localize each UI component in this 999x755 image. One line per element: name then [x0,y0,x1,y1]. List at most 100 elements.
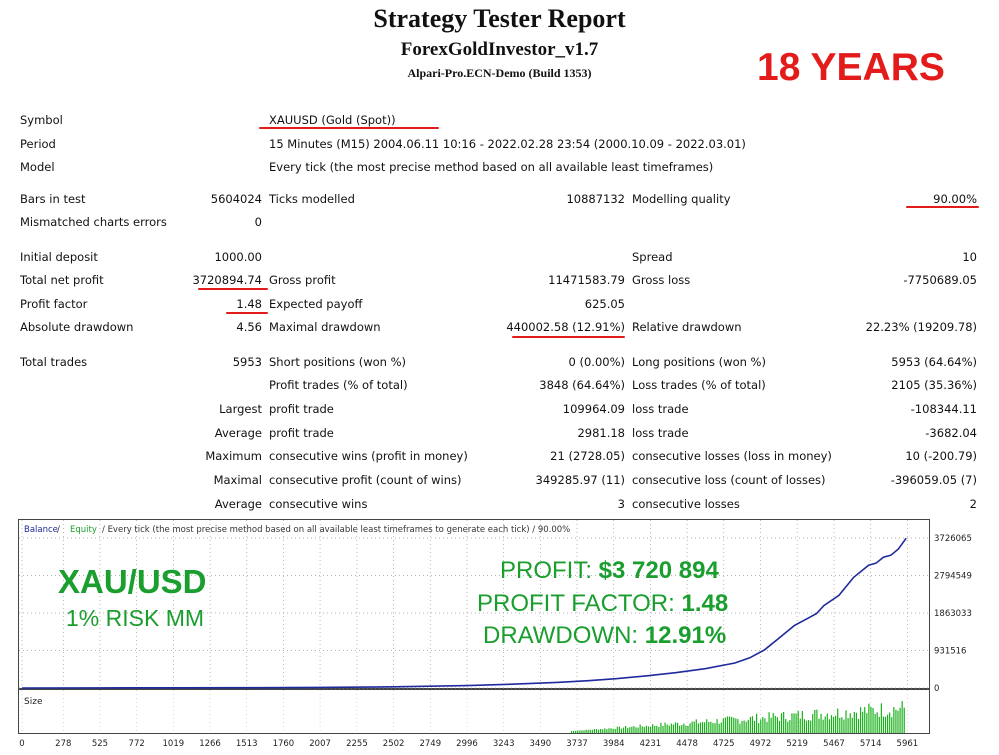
symbol-label: Symbol [20,113,63,127]
x-tick-label: 2996 [456,739,478,749]
size-label: Size [24,697,43,707]
x-tick-label: 3984 [603,739,625,749]
mq-label: Modelling quality [632,192,731,206]
mcw-value: 21 (2728.05) [550,449,625,463]
y-tick-label: 1863033 [934,609,972,619]
mq-value: 90.00% [933,192,977,206]
ep-value: 625.05 [584,297,625,311]
md-value: 440002.58 (12.91%) [506,320,625,334]
gp-value: 11471583.79 [548,273,625,287]
caption-rest: / Every tick (the most precise method ba… [102,525,570,535]
gl-label: Gross loss [632,273,691,287]
caption-balance: Balance [24,525,58,535]
model-value: Every tick (the most precise method base… [269,160,714,174]
deposit-value: 1000.00 [214,250,262,264]
x-tick-label: 1760 [273,739,295,749]
mcp-label: consecutive profit (count of wins) [269,473,462,487]
x-tick-label: 0 [19,739,24,749]
overlay-pf-label: PROFIT FACTOR: [477,590,682,617]
overlay-dd-label: DRAWDOWN: [483,622,645,649]
lpt-value: 109964.09 [562,402,625,416]
report-subtitle: ForexGoldInvestor_v1.7 [400,39,599,60]
overlay-dd-value: 12.91% [644,622,727,649]
mismatch-label: Mismatched charts errors [20,215,167,229]
gp-label: Gross profit [269,273,336,287]
x-tick-label: 5961 [897,739,919,749]
x-tick-label: 1019 [163,739,185,749]
tt-label: Total trades [20,355,88,369]
y-tick-label: 2794549 [934,572,972,582]
rd-label: Relative drawdown [632,320,742,334]
ad-value: 4.56 [236,320,262,334]
alt-value: -3682.04 [925,426,977,440]
largest-label: Largest [219,402,262,416]
lp-label: Long positions (won %) [632,355,766,369]
acw-value: 3 [617,497,625,511]
size-frame [18,689,930,734]
md-label: Maximal drawdown [269,320,381,334]
x-tick-label: 4725 [713,739,735,749]
pf-underline [226,312,268,314]
overlay-pf-value: 1.48 [681,590,729,617]
balance-chart: Balance / Equity / Every tick (the most … [18,519,972,749]
lpt-label: profit trade [269,402,334,416]
x-tick-label: 2255 [346,739,368,749]
x-tick-label: 1513 [236,739,258,749]
x-tick-label: 2007 [309,739,331,749]
alt-label: loss trade [632,426,689,440]
pt-value: 3848 (64.64%) [539,378,625,392]
overlay-profit-value: $3 720 894 [598,557,719,584]
pf-label: Profit factor [20,297,88,311]
tnp-value: 3720894.74 [192,273,262,287]
llt-value: -108344.11 [910,402,977,416]
sp-label: Short positions (won %) [269,355,407,369]
period-label: Period [20,137,56,151]
tnp-label: Total net profit [20,273,104,287]
x-tick-label: 278 [55,739,71,749]
tt-value: 5953 [232,355,262,369]
mismatch-value: 0 [254,215,262,229]
mq-underline [906,206,979,208]
md-underline [512,336,625,338]
balance-series-line [21,537,907,689]
mcl-value: 10 (-200.79) [905,449,977,463]
chart-frame [18,519,930,689]
gl-value: -7750689.05 [903,273,977,287]
average2-label: Average [214,497,262,511]
x-tick-label: 2502 [383,739,405,749]
x-tick-label: 2749 [419,739,441,749]
mcp-value: 349285.97 (11) [535,473,625,487]
sp-value: 0 (0.00%) [568,355,625,369]
deposit-label: Initial deposit [20,250,98,264]
overlay-profit-label: PROFIT: [500,557,599,584]
mcls-value: -396059.05 (7) [890,473,977,487]
spread-label: Spread [632,250,673,264]
lp-value: 5953 (64.64%) [891,355,977,369]
ticks-label: Ticks modelled [269,192,355,206]
bars-value: 5604024 [210,192,262,206]
y-tick-label: 3726065 [934,534,972,544]
caption-equity: Equity [70,525,97,535]
symbol-underline [259,127,439,129]
x-tick-label: 5467 [823,739,845,749]
acw-label: consecutive wins [269,497,368,511]
bars-label: Bars in test [20,192,86,206]
x-tick-label: 5714 [860,739,882,749]
x-tick-label: 5219 [786,739,808,749]
model-label: Model [20,160,55,174]
x-tick-label: 4478 [676,739,698,749]
acl-value: 2 [969,497,977,511]
maximal-label: Maximal [213,473,262,487]
years-badge: 18 YEARS [757,46,945,89]
average-label: Average [214,426,262,440]
period-value: 15 Minutes (M15) 2004.06.11 10:16 - 2022… [269,137,746,151]
report-title: Strategy Tester Report [373,4,626,33]
x-tick-label: 3737 [566,739,588,749]
tnp-underline [198,288,268,290]
rd-value: 22.23% (19209.78) [865,320,977,334]
spread-value: 10 [962,250,977,264]
ep-label: Expected payoff [269,297,363,311]
mcl-label: consecutive losses (loss in money) [632,449,832,463]
x-tick-label: 4972 [750,739,772,749]
maximum-label: Maximum [205,449,262,463]
